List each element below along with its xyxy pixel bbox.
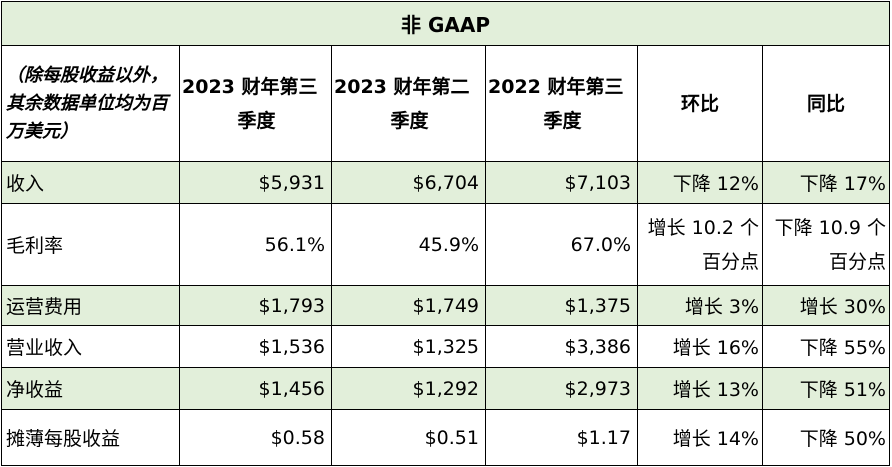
cell-q3-fy23: $1,456	[179, 367, 332, 410]
cell-qoq: 下降 12%	[637, 161, 763, 204]
cell-q3-fy23: $5,931	[179, 161, 332, 204]
unit-note-header: （除每股收益以外，其余数据单位均为百万美元）	[1, 45, 180, 162]
header-q3-fy23: 2023 财年第三季度	[179, 45, 332, 162]
cell-yoy: 下降 10.9 个百分点	[762, 203, 890, 286]
header-yoy: 同比	[762, 45, 890, 162]
cell-q2-fy23: $6,704	[331, 161, 486, 204]
table-row-operating-expenses: 运营费用 $1,793 $1,749 $1,375 增长 3% 增长 30%	[1, 285, 890, 326]
table-row-gross-margin: 毛利率 56.1% 45.9% 67.0% 增长 10.2 个百分点 下降 10…	[1, 203, 890, 286]
cell-q3-fy22: $3,386	[485, 325, 638, 368]
row-label: 净收益	[1, 367, 180, 410]
row-label: 运营费用	[1, 285, 180, 326]
cell-yoy: 下降 55%	[762, 325, 890, 368]
cell-qoq: 增长 14%	[637, 409, 763, 466]
row-label: 毛利率	[1, 203, 180, 286]
table-row-operating-income: 营业收入 $1,536 $1,325 $3,386 增长 16% 下降 55%	[1, 325, 890, 368]
cell-qoq: 增长 10.2 个百分点	[637, 203, 763, 286]
row-label: 摊薄每股收益	[1, 409, 180, 466]
cell-q3-fy23: $1,536	[179, 325, 332, 368]
cell-q3-fy23: 56.1%	[179, 203, 332, 286]
table-title: 非 GAAP	[1, 1, 890, 46]
cell-qoq: 增长 3%	[637, 285, 763, 326]
title-row: 非 GAAP	[1, 1, 890, 46]
cell-yoy: 下降 50%	[762, 409, 890, 466]
header-q3-fy23-line1: 2023 财年第三	[182, 75, 318, 98]
table-row-net-income: 净收益 $1,456 $1,292 $2,973 增长 13% 下降 51%	[1, 367, 890, 410]
cell-q2-fy23: $1,749	[331, 285, 486, 326]
header-q3-fy22-line2: 季度	[543, 109, 582, 132]
header-q3-fy22: 2022 财年第三季度	[485, 45, 638, 162]
cell-q3-fy22: $1.17	[485, 409, 638, 466]
header-q3-fy23-line2: 季度	[237, 109, 276, 132]
cell-q3-fy22: $2,973	[485, 367, 638, 410]
cell-q2-fy23: $0.51	[331, 409, 486, 466]
cell-yoy: 增长 30%	[762, 285, 890, 326]
cell-q3-fy22: 67.0%	[485, 203, 638, 286]
header-qoq: 环比	[637, 45, 763, 162]
table-row-diluted-eps: 摊薄每股收益 $0.58 $0.51 $1.17 增长 14% 下降 50%	[1, 409, 890, 466]
cell-q2-fy23: $1,292	[331, 367, 486, 410]
row-label: 营业收入	[1, 325, 180, 368]
table-row-revenue: 收入 $5,931 $6,704 $7,103 下降 12% 下降 17%	[1, 161, 890, 204]
cell-qoq: 增长 13%	[637, 367, 763, 410]
header-q2-fy23: 2023 财年第二季度	[331, 45, 486, 162]
cell-yoy: 下降 17%	[762, 161, 890, 204]
cell-yoy: 下降 51%	[762, 367, 890, 410]
header-q2-fy23-line2: 季度	[390, 109, 429, 132]
header-q2-fy23-line1: 2023 财年第二	[334, 75, 470, 98]
row-label: 收入	[1, 161, 180, 204]
cell-q3-fy22: $7,103	[485, 161, 638, 204]
cell-q2-fy23: 45.9%	[331, 203, 486, 286]
header-q3-fy22-line1: 2022 财年第三	[488, 75, 624, 98]
cell-q3-fy23: $1,793	[179, 285, 332, 326]
cell-qoq: 增长 16%	[637, 325, 763, 368]
header-row: （除每股收益以外，其余数据单位均为百万美元） 2023 财年第三季度 2023 …	[1, 45, 890, 162]
cell-q3-fy22: $1,375	[485, 285, 638, 326]
cell-q3-fy23: $0.58	[179, 409, 332, 466]
cell-q2-fy23: $1,325	[331, 325, 486, 368]
